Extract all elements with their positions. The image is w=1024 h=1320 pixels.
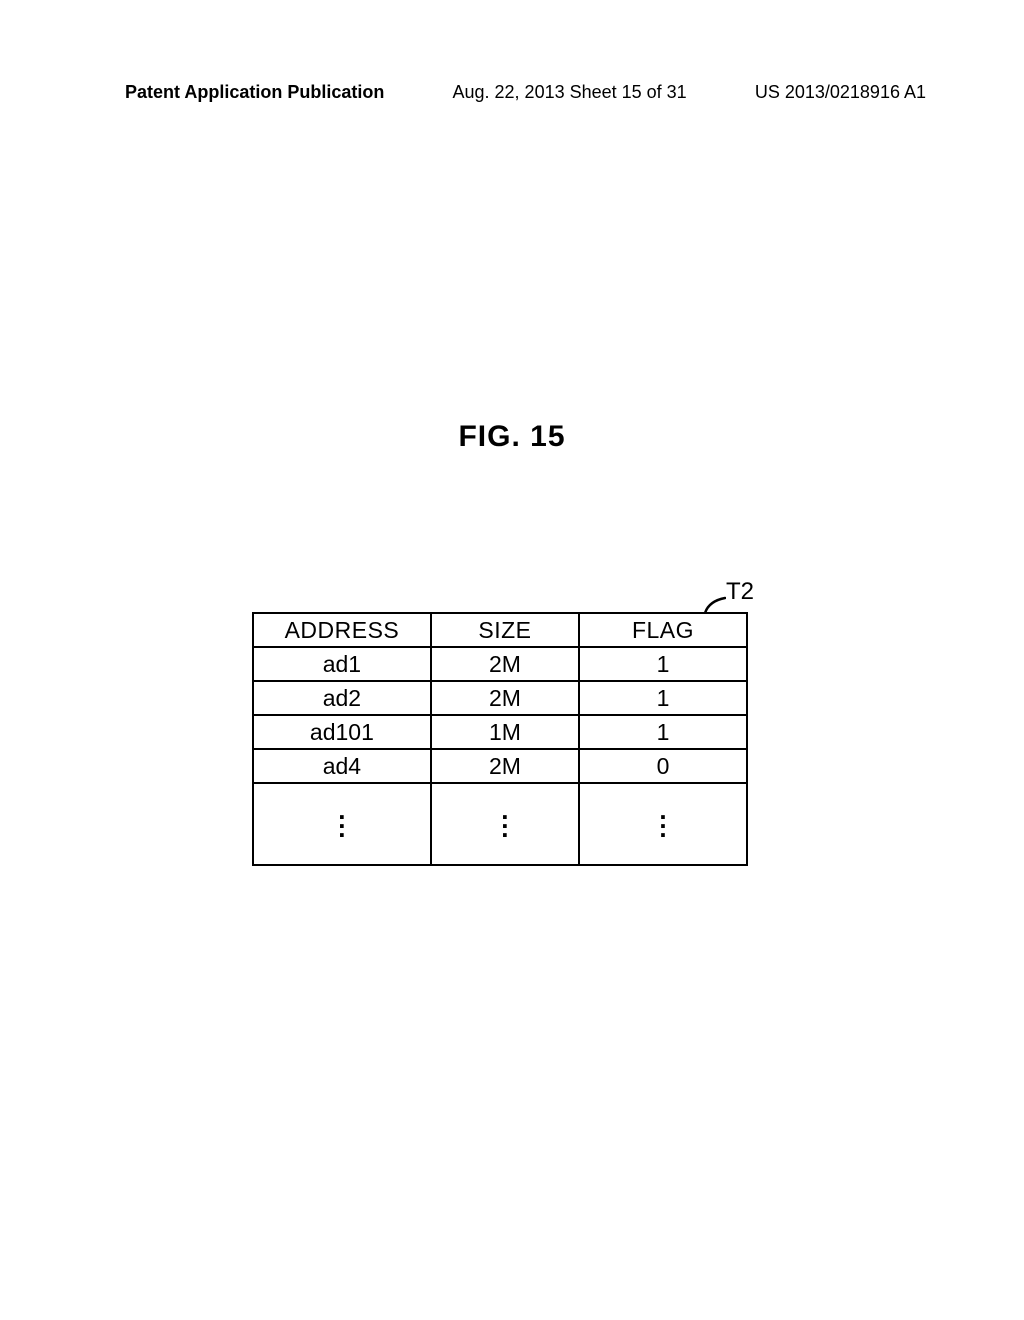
- data-table: ADDRESS SIZE FLAG ad1 2M 1 ad2 2M 1 ad10…: [252, 612, 748, 866]
- table-row: ad4 2M 0: [253, 749, 747, 783]
- table-row: ad101 1M 1: [253, 715, 747, 749]
- cell-flag: 0: [579, 749, 747, 783]
- cell-flag: 1: [579, 681, 747, 715]
- cell-size: 2M: [431, 681, 579, 715]
- cell-flag: 1: [579, 647, 747, 681]
- cell-address: ad4: [253, 749, 431, 783]
- header-left: Patent Application Publication: [125, 82, 384, 103]
- header-right: US 2013/0218916 A1: [755, 82, 926, 103]
- figure-title: FIG. 15: [0, 420, 1024, 454]
- cell-address: ad2: [253, 681, 431, 715]
- cell-size: 1M: [431, 715, 579, 749]
- column-header-size: SIZE: [431, 613, 579, 647]
- cell-flag: 1: [579, 715, 747, 749]
- cell-ellipsis: ...: [579, 783, 747, 865]
- cell-size: 2M: [431, 647, 579, 681]
- table-container: T2 ADDRESS SIZE FLAG ad1 2M 1 ad2 2M 1: [252, 582, 748, 866]
- page-header: Patent Application Publication Aug. 22, …: [0, 82, 1024, 103]
- table-row: ad1 2M 1: [253, 647, 747, 681]
- table-label-row: T2: [252, 582, 748, 612]
- cell-ellipsis: ...: [253, 783, 431, 865]
- cell-address: ad1: [253, 647, 431, 681]
- table-row: ad2 2M 1: [253, 681, 747, 715]
- column-header-address: ADDRESS: [253, 613, 431, 647]
- header-center: Aug. 22, 2013 Sheet 15 of 31: [453, 82, 687, 103]
- table-label: T2: [726, 578, 754, 606]
- label-bracket-icon: [704, 596, 726, 614]
- table-header-row: ADDRESS SIZE FLAG: [253, 613, 747, 647]
- cell-address: ad101: [253, 715, 431, 749]
- cell-size: 2M: [431, 749, 579, 783]
- table-row-ellipsis: ... ... ...: [253, 783, 747, 865]
- column-header-flag: FLAG: [579, 613, 747, 647]
- cell-ellipsis: ...: [431, 783, 579, 865]
